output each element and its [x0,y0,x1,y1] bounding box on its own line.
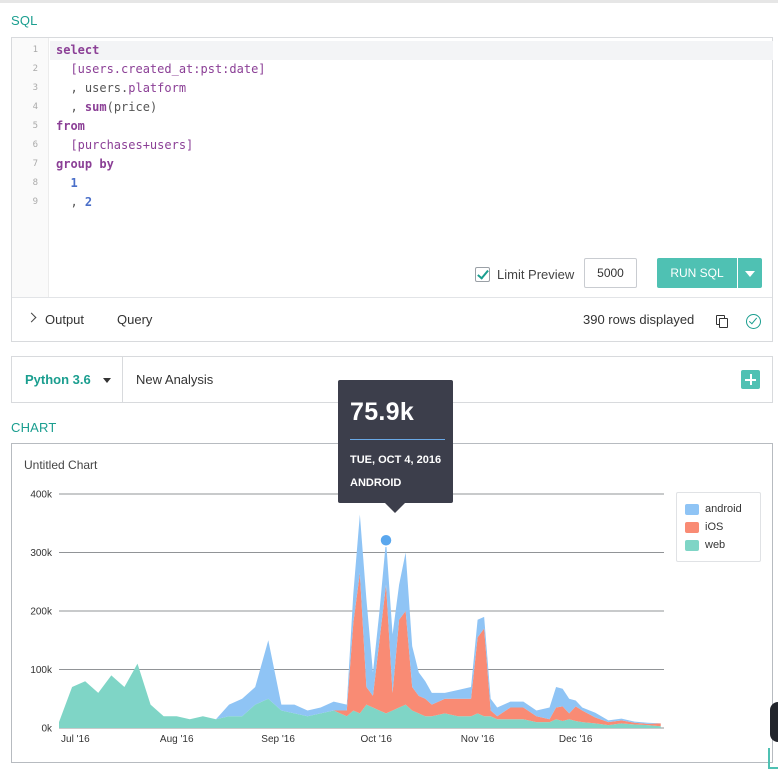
line-number: 6 [32,140,38,150]
chart-section-label: CHART [11,420,57,435]
line-number: 5 [32,121,38,131]
code-token: platform [128,81,187,95]
code-line: 1 [56,176,78,190]
series-area-android [59,514,661,724]
series-area-ios [59,572,661,727]
code-line: , 2 [56,195,92,209]
code-line: select [56,43,99,57]
legend-item[interactable]: android [685,502,742,516]
code-token: (price) [106,100,158,114]
run-options-dropdown-button[interactable] [738,258,762,288]
tooltip-divider [350,439,445,440]
analysis-name[interactable]: New Analysis [136,372,214,387]
code-token: , users. [56,81,129,95]
code-line: from [56,119,85,133]
results-toolbar: Output Query 390 rows displayed [12,297,772,341]
y-tick-label: 100k [30,665,53,676]
legend-item[interactable]: web [685,538,725,552]
line-number: 7 [32,159,38,169]
code-line: [purchases+users] [56,138,193,152]
code-line: [users.created_at:pst:date] [56,62,266,76]
x-tick-label: Oct '16 [361,734,393,745]
y-tick-label: 300k [30,548,53,559]
code-token: , [56,100,85,114]
chat-launcher-icon[interactable] [770,702,778,742]
highlighted-data-point [379,533,393,548]
line-number: 2 [32,64,38,74]
chart-legend: android iOS web [676,492,761,562]
limit-preview-toggle[interactable]: Limit Preview [475,259,574,289]
language-label: Python 3.6 [25,372,91,387]
x-tick-label: Dec '16 [559,734,593,745]
limit-preview-label: Limit Preview [497,266,575,282]
legend-swatch [685,539,699,551]
active-line-highlight [50,41,773,60]
success-check-icon [746,314,761,329]
x-tick-label: Aug '16 [160,734,194,745]
tooltip-date: TUE, OCT 4, 2016 [350,454,442,466]
tab-output[interactable]: Output [45,312,85,327]
resize-handle[interactable] [768,748,778,769]
chart-title[interactable]: Untitled Chart [24,458,98,472]
code-line: , sum(price) [56,100,157,114]
add-icon[interactable] [741,370,760,389]
legend-label: web [705,539,726,551]
tooltip-value: 75.9k [350,398,415,426]
code-token: , [56,195,85,209]
tooltip-series: ANDROID [350,477,402,489]
code-token: group by [56,157,114,171]
code-token: from [56,119,85,133]
legend-swatch [685,503,699,515]
line-number: 1 [32,45,38,55]
code-token: [purchases+users] [56,138,194,152]
sql-section-label: SQL [11,13,38,28]
code-token: select [56,43,100,57]
code-token: [users.created_at:pst:date] [56,62,266,76]
chart-tooltip: 75.9k TUE, OCT 4, 2016 ANDROID [338,380,453,513]
line-number-gutter: 1 2 3 4 5 6 7 8 9 [12,38,49,297]
code-token: sum [84,100,107,114]
y-tick-label: 200k [30,607,53,618]
chevron-right-icon[interactable] [26,312,37,323]
legend-item[interactable]: iOS [685,520,723,534]
x-tick-label: Nov '16 [461,734,495,745]
y-tick-label: 400k [30,490,53,501]
code-line: group by [56,157,114,171]
code-token: 1 [56,176,78,190]
top-divider [0,0,778,3]
tab-query[interactable]: Query [117,312,153,327]
y-tick-label: 0k [41,724,53,735]
line-number: 9 [32,197,38,207]
line-number: 3 [32,83,38,93]
copy-icon[interactable] [716,315,728,328]
legend-label: android [705,503,742,515]
line-number: 8 [32,178,38,188]
x-tick-label: Sep '16 [261,734,295,745]
language-selector[interactable]: Python 3.6 [12,357,123,402]
legend-label: iOS [705,521,724,533]
code-line: , users.platform [56,81,186,95]
run-sql-button[interactable]: RUN SQL [657,258,737,288]
limit-value-input[interactable]: 5000 [584,258,637,288]
rows-displayed-status: 390 rows displayed [583,312,695,327]
code-token: 2 [84,195,93,209]
legend-swatch [685,521,699,533]
line-number: 4 [32,102,38,112]
chevron-down-icon [103,378,111,383]
limit-preview-checkbox[interactable] [475,266,490,282]
series-area-web [59,663,661,728]
x-tick-label: Jul '16 [61,734,90,745]
